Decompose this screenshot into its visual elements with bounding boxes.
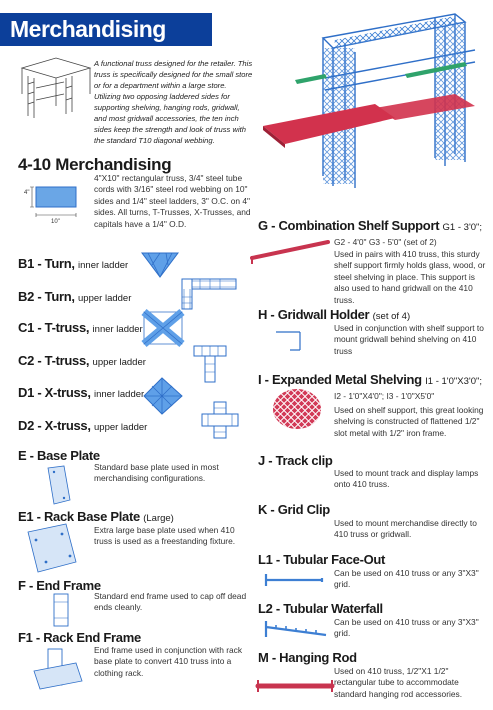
c2-t-truss-diagram [193, 345, 227, 383]
item-k-title: K - Grid Clip [258, 502, 330, 517]
merchandising-truss-image [263, 13, 476, 188]
dim-4-label: 4" [24, 190, 30, 196]
gridwall-holder-diagram [276, 331, 301, 351]
item-l1-desc: Can be used on 410 truss or any 3"X3" gr… [334, 568, 479, 590]
truss-section-diagram [30, 186, 77, 217]
item-f1-title: F1 - Rack End Frame [18, 630, 141, 645]
item-h-desc: Used in conjunction with shelf support t… [334, 323, 484, 356]
item-l2-title: L2 - Tubular Waterfall [258, 601, 383, 616]
item-d1-title: D1 - X-truss, inner ladder [18, 385, 145, 400]
item-l2-desc: Can be used on 410 truss or any 3"X3" gr… [334, 617, 479, 639]
d2-x-truss-diagram [201, 401, 239, 439]
item-k-desc: Used to mount merchandise directly to 41… [334, 518, 477, 540]
b1-turn-diagram [141, 252, 179, 278]
item-b2-title: B2 - Turn, upper ladder [18, 289, 132, 304]
c1-t-truss-diagram [141, 308, 185, 348]
tubular-face-out-diagram [264, 574, 324, 586]
dim-10-label: 10" [51, 219, 60, 225]
tubular-waterfall-diagram [264, 621, 327, 637]
item-e-title: E - Base Plate [18, 448, 100, 463]
d1-x-truss-diagram [143, 377, 183, 415]
end-frame-diagram [53, 593, 69, 627]
shelf-support-diagram [250, 240, 330, 264]
item-e1-desc: Extra large base plate used when 410 tru… [94, 525, 236, 547]
item-i-title: I - Expanded Metal Shelving I1 - 1'0"X3'… [258, 372, 482, 387]
item-m-desc: Used on 410 truss, 1/2"X1 1/2" rectangul… [334, 666, 463, 699]
intro-text: A functional truss designed for the reta… [94, 59, 253, 145]
base-plate-diagram [47, 465, 71, 505]
intro-sketch-image [20, 57, 92, 118]
item-f-desc: Standard end frame used to cap off dead … [94, 591, 247, 613]
item-f-title: F - End Frame [18, 578, 101, 593]
item-c1-title: C1 - T-truss, inner ladder [18, 320, 143, 335]
item-i-sizes: I2 - 1'0"X4'0"; I3 - 1'0"X5'0" [334, 391, 435, 401]
item-b1-title: B1 - Turn, inner ladder [18, 256, 129, 271]
item-j-desc: Used to mount track and display lamps on… [334, 468, 479, 490]
page-title: Merchandising Truss [0, 13, 212, 75]
item-j-title: J - Track clip [258, 453, 333, 468]
item-d2-title: D2 - X-truss, upper ladder [18, 418, 148, 433]
item-g-sizes: G2 - 4'0" G3 - 5'0" (set of 2) [334, 237, 437, 247]
item-g-title: G - Combination Shelf Support G1 - 3'0"; [258, 218, 483, 233]
item-h-title: H - Gridwall Holder (set of 4) [258, 307, 411, 322]
item-e-desc: Standard base plate used in most merchan… [94, 462, 219, 484]
section-desc: 4"X10" rectangular truss, 3/4" steel tub… [94, 173, 251, 229]
item-c2-title: C2 - T-truss, upper ladder [18, 353, 146, 368]
item-l1-title: L1 - Tubular Face-Out [258, 552, 386, 567]
section-title: 4-10 Merchandising [18, 155, 172, 174]
item-g-desc: Used in pairs with 410 truss, this sturd… [334, 249, 486, 305]
item-i-desc: Used on shelf support, this great lookin… [334, 405, 484, 438]
hanging-rod-diagram [255, 680, 335, 692]
item-m-title: M - Hanging Rod [258, 650, 357, 665]
b2-turn-diagram [181, 278, 237, 310]
rack-base-plate-diagram [27, 523, 77, 573]
item-e1-title: E1 - Rack Base Plate (Large) [18, 509, 174, 524]
rack-end-frame-diagram [33, 648, 83, 690]
expanded-metal-shelving-diagram [273, 389, 321, 429]
item-f1-desc: End frame used in conjunction with rack … [94, 645, 243, 678]
